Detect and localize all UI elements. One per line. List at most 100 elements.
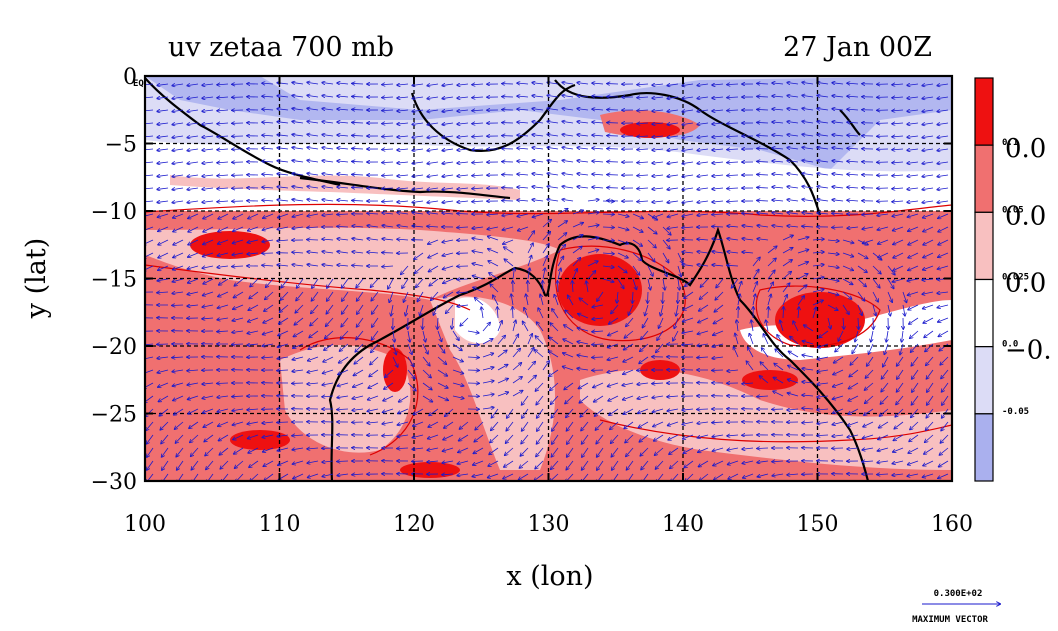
wind-vector (382, 110, 394, 111)
wind-vector (682, 110, 694, 112)
wind-vector (652, 149, 664, 150)
wind-vector (442, 175, 454, 177)
colorbar-big-label: 0.0 (1005, 134, 1046, 164)
wind-vector (716, 278, 724, 288)
wind-vector (812, 252, 824, 253)
wind-vector (292, 227, 304, 229)
wind-vector (337, 135, 349, 136)
wind-vector (172, 136, 184, 138)
wind-vector (562, 82, 574, 84)
wind-vector (727, 175, 739, 176)
wind-vector (145, 226, 154, 231)
wind-vector (877, 214, 889, 216)
wind-vector (772, 135, 784, 136)
wind-vector (892, 136, 904, 137)
wind-vector (472, 136, 484, 137)
wind-vector (938, 226, 949, 232)
wind-vector (893, 265, 904, 271)
wind-vector (202, 201, 214, 202)
wind-vector (322, 148, 334, 149)
wind-vector (307, 121, 319, 123)
wind-vector (562, 108, 574, 110)
wind-vector (217, 97, 229, 98)
wind-vector (667, 162, 679, 164)
wind-vector (587, 225, 599, 227)
wind-vector (187, 305, 199, 306)
wind-vector (427, 201, 439, 203)
coastline-islands (839, 109, 861, 136)
wind-vector (842, 239, 854, 243)
wind-vector (922, 279, 934, 280)
wind-vector (682, 136, 694, 138)
wind-vector (382, 175, 394, 176)
colorbar-big-label: −0. (1005, 336, 1052, 366)
wind-vector (772, 148, 784, 149)
wind-vector (923, 265, 934, 270)
wind-vector (457, 279, 469, 280)
wind-vector (832, 227, 844, 228)
wind-vector (397, 110, 409, 111)
wind-vector (637, 84, 649, 85)
wind-vector (652, 110, 664, 111)
wind-vector (712, 239, 724, 240)
wind-vector (872, 278, 880, 288)
wind-vector (878, 239, 889, 244)
wind-vector (457, 227, 469, 228)
wind-vector (218, 213, 229, 219)
wind-vector (412, 162, 424, 164)
x-tick-label: 110 (259, 512, 301, 537)
wind-vector (397, 226, 409, 227)
wind-vector (382, 162, 394, 163)
wind-vector (697, 201, 709, 203)
wind-vector (727, 110, 739, 111)
wind-vector (517, 200, 529, 201)
wind-vector (923, 226, 934, 232)
wind-vector (727, 84, 739, 85)
wind-vector (172, 292, 184, 293)
wind-vector (697, 251, 709, 253)
wind-vector (907, 175, 919, 176)
wind-vector (322, 96, 334, 97)
wind-vector (412, 123, 424, 125)
wind-vector (401, 265, 409, 274)
wind-vector (157, 292, 169, 293)
region-blue-tongue (145, 76, 952, 170)
wind-vector (157, 188, 169, 189)
wind-vector (787, 109, 799, 110)
wind-vector (782, 260, 792, 267)
wind-vector (667, 123, 679, 125)
wind-vector (337, 187, 349, 188)
wind-vector (337, 122, 349, 123)
wind-vector (652, 175, 664, 176)
wind-vector (597, 291, 604, 301)
wind-vector (503, 239, 514, 244)
colorbar-swatch (974, 144, 994, 213)
y-axis-label: y (lat) (21, 238, 52, 320)
wind-vector (158, 213, 169, 217)
wind-vector (847, 227, 859, 228)
wind-vector (842, 265, 853, 270)
wind-vector (352, 252, 364, 253)
wind-vector (772, 213, 784, 214)
x-tick-label: 100 (124, 512, 166, 537)
wind-vector (892, 84, 904, 85)
wind-vector (922, 123, 934, 125)
vortex-strong-east (775, 292, 865, 348)
wind-vector (922, 97, 934, 99)
wind-vector (218, 239, 229, 244)
wind-vector (145, 201, 154, 202)
wind-vector (787, 148, 799, 149)
wind-vector (234, 291, 244, 298)
wind-vector (757, 83, 769, 84)
wind-vector (697, 265, 709, 266)
wind-vector (817, 199, 829, 201)
wind-vector (937, 201, 949, 203)
wind-vector (727, 252, 739, 253)
wind-vector (337, 226, 349, 227)
wind-vector (908, 291, 919, 295)
y-tick-label: −5 (105, 133, 137, 158)
wind-vector (397, 175, 409, 176)
wind-vector (682, 213, 694, 216)
x-tick-label: 140 (662, 512, 704, 537)
vortex-north (620, 122, 680, 138)
